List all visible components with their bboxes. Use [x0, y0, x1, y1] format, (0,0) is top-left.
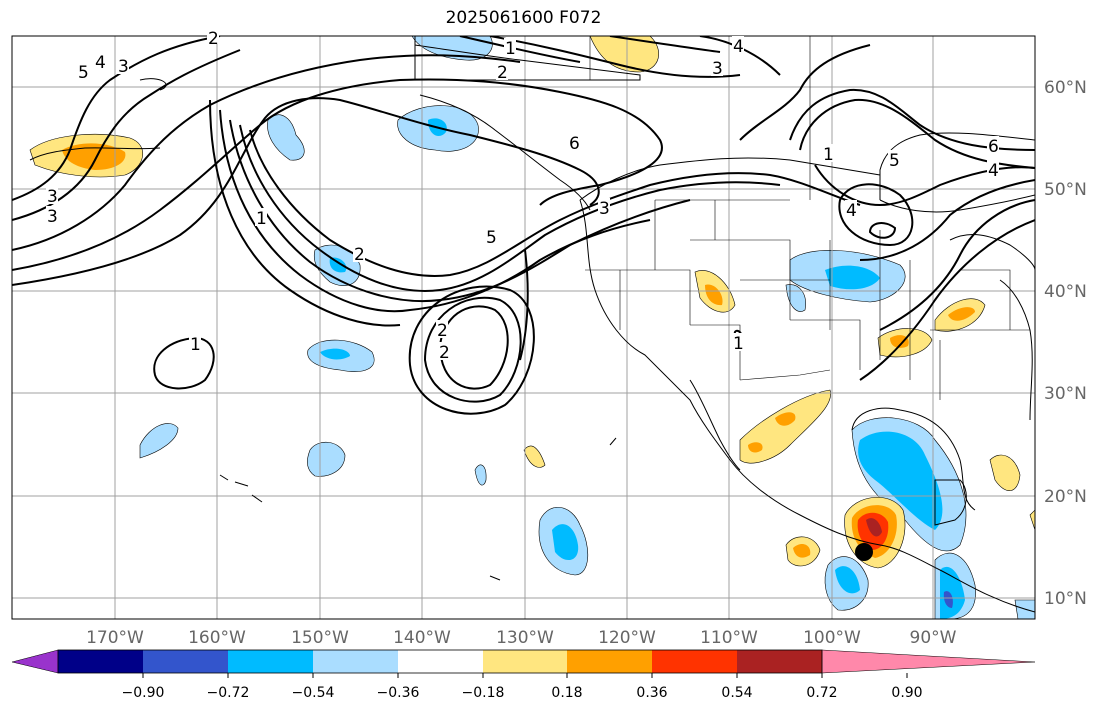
- colorbar-tick-label: −0.36: [377, 685, 420, 701]
- latitude-axis: 60°N 50°N 40°N 30°N 20°N 10°N: [1044, 78, 1087, 609]
- contour-label: 3: [599, 199, 610, 219]
- colorbar-segment: [228, 650, 313, 673]
- storm-marker: [855, 543, 873, 561]
- colorbar-tick-label: −0.54: [292, 685, 335, 701]
- lat-label: 60°N: [1044, 78, 1087, 98]
- contour-label: 1: [505, 39, 516, 59]
- shade-hawaii-lightblue: [307, 442, 346, 477]
- colorbar-tick-label: 0.72: [806, 685, 837, 701]
- shade-tropic-blue: [552, 524, 579, 561]
- contour-label: 3: [118, 57, 129, 77]
- contour-label: 2: [439, 343, 450, 363]
- lon-label: 160°W: [188, 628, 246, 648]
- colorbar-segment: [313, 650, 398, 673]
- lon-label: 120°W: [598, 628, 656, 648]
- contour-label: 2: [497, 63, 508, 83]
- shade-us-orange1: [705, 284, 723, 306]
- lon-label: 130°W: [496, 628, 554, 648]
- shade-small-yellow1: [523, 445, 546, 468]
- lon-label: 100°W: [803, 628, 861, 648]
- lat-label: 20°N: [1044, 487, 1087, 507]
- map-title: 2025061600 F072: [445, 8, 602, 28]
- lat-label: 10°N: [1044, 589, 1087, 609]
- contour-label: 6: [569, 134, 580, 154]
- contour-label: 4: [988, 161, 999, 181]
- shade-small-blue1: [474, 464, 487, 486]
- contour-label: 1: [256, 209, 267, 229]
- colorbar-tick-label: −0.72: [207, 685, 250, 701]
- shade-mex-yellow: [739, 389, 831, 464]
- colorbar-tick-label: 0.36: [636, 685, 667, 701]
- shade-us-orange2: [890, 335, 909, 348]
- contour-label-group: 5 4 3 2 1 4 3 2 1 6 5 4 3 1 2 3 5 6 4: [46, 29, 999, 363]
- shade-mex-orange1: [775, 412, 796, 426]
- colorbar-tick-label: 0.18: [551, 685, 582, 701]
- contour-label: 1: [190, 335, 201, 355]
- shade-gulf-mex-blue: [858, 431, 943, 530]
- shade-farright-yellow: [1029, 509, 1035, 531]
- shade-carib-darkblue: [943, 591, 953, 608]
- shade-sw-orange: [793, 544, 811, 558]
- shade-alaska-lightblue: [267, 114, 305, 161]
- colorbar-segment: [143, 650, 228, 673]
- colorbar-tick-label: −0.90: [122, 685, 165, 701]
- colorbar-segment: [567, 650, 652, 673]
- lat-label: 40°N: [1044, 282, 1087, 302]
- shade-aleutian-orange: [62, 143, 126, 170]
- lon-label: 150°W: [291, 628, 349, 648]
- contour-label: 3: [47, 187, 58, 207]
- contour-label: 6: [988, 137, 999, 157]
- colorbar: −0.90 −0.72 −0.54 −0.36 −0.18 0.18 0.36 …: [11, 649, 1036, 701]
- colorbar-segment: [58, 650, 143, 673]
- longitude-axis: 170°W 160°W 150°W 140°W 130°W 120°W 110°…: [86, 628, 957, 648]
- shade-epac-blue: [835, 566, 860, 594]
- shade-us-blue: [825, 265, 880, 290]
- map-frame: [11, 35, 1036, 620]
- colorbar-tick-label: 0.90: [891, 685, 922, 701]
- shade-hawaii-n-blue: [320, 348, 350, 360]
- contour-label: 2: [208, 29, 219, 49]
- lon-label: 90°W: [910, 628, 957, 648]
- colorbar-tick-label: 0.54: [721, 685, 752, 701]
- shade-east-yellow: [989, 454, 1021, 491]
- coastlines: [29, 36, 1035, 613]
- lon-label: 170°W: [86, 628, 144, 648]
- lon-label: 140°W: [393, 628, 451, 648]
- colorbar-segment: [652, 650, 737, 673]
- shade-hotspot-darkred: [866, 518, 882, 537]
- colorbar-tick-label: −0.18: [462, 685, 505, 701]
- contour-label: 5: [78, 63, 89, 83]
- contour-label: 3: [712, 59, 723, 79]
- shade-mid-blue: [329, 257, 347, 273]
- graticule: [12, 36, 1035, 619]
- shade-us-orange3: [948, 307, 975, 321]
- contour-label: 1: [733, 334, 744, 354]
- contour-label: 1: [823, 145, 834, 165]
- colorbar-extend-low: [11, 649, 59, 674]
- colorbar-segment: [737, 650, 822, 673]
- colorbar-extend-high: [821, 649, 1036, 674]
- colorbar-segment: [483, 650, 567, 673]
- lat-label: 30°N: [1044, 384, 1087, 404]
- colorbar-segment: [398, 650, 483, 673]
- contour-label: 4: [95, 53, 106, 73]
- shade-north-yellow: [589, 36, 659, 73]
- contour-label: 5: [889, 151, 900, 171]
- lon-label: 110°W: [700, 628, 758, 648]
- contour-label: 2: [354, 245, 365, 265]
- contour-label: 2: [437, 321, 448, 341]
- contour-lines: [12, 36, 1035, 415]
- contour-label: 5: [486, 228, 497, 248]
- contour-label: 4: [733, 37, 744, 57]
- lat-label: 50°N: [1044, 180, 1087, 200]
- contour-label: 4: [846, 201, 857, 221]
- contour-label: 3: [47, 207, 58, 227]
- shade-west-lightblue: [139, 423, 179, 459]
- shade-mex-orange2: [748, 442, 763, 453]
